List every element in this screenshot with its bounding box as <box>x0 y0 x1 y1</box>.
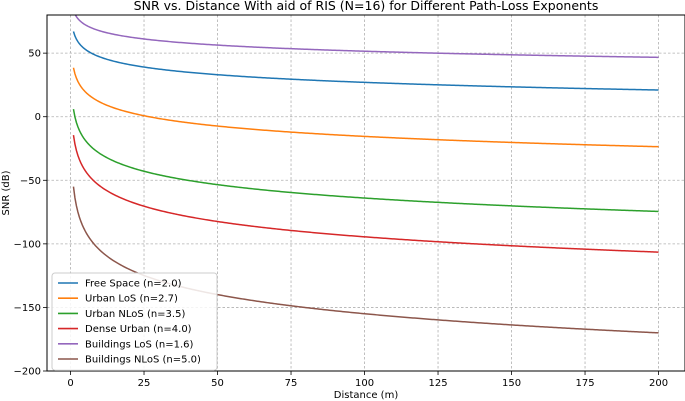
legend-label: Dense Urban (n=4.0) <box>85 324 192 335</box>
y-tick-label: −50 <box>20 176 41 187</box>
chart-title: SNR vs. Distance With aid of RIS (N=16) … <box>134 0 599 13</box>
y-axis-label: SNR (dB) <box>1 170 12 215</box>
y-tick-label: −200 <box>14 367 41 378</box>
series-line <box>72 67 659 148</box>
axis-ticks: 0 25 50 75 100 125 150 175 200 −200 −150 −100 −50 0 50 <box>14 49 669 389</box>
x-tick-label: 200 <box>649 378 668 389</box>
y-tick-label: −100 <box>14 239 41 250</box>
legend-label: Free Space (n=2.0) <box>85 279 182 290</box>
series-line <box>72 108 659 213</box>
y-tick-label: −150 <box>14 303 41 314</box>
legend-label: Buildings NLoS (n=5.0) <box>85 355 201 366</box>
x-axis-label: Distance (m) <box>334 390 399 401</box>
series-line <box>72 31 659 91</box>
legend: Free Space (n=2.0) Urban LoS (n=2.7) Urban… <box>51 272 218 371</box>
y-tick-label: 0 <box>35 112 41 123</box>
series-line <box>72 135 659 253</box>
x-tick-label: 75 <box>285 378 298 389</box>
x-tick-label: 100 <box>355 378 374 389</box>
plot-frame <box>46 14 685 372</box>
x-tick-label: 125 <box>428 378 447 389</box>
x-tick-label: 175 <box>575 378 594 389</box>
legend-label: Urban LoS (n=2.7) <box>85 294 178 305</box>
x-tick-label: 25 <box>138 378 151 389</box>
legend-box <box>51 272 218 371</box>
y-tick-label: 50 <box>28 49 41 60</box>
legend-label: Urban NLoS (n=3.5) <box>85 309 185 320</box>
x-tick-label: 0 <box>67 378 73 389</box>
x-tick-label: 50 <box>211 378 224 389</box>
legend-label: Buildings LoS (n=1.6) <box>85 339 194 350</box>
x-tick-label: 150 <box>502 378 521 389</box>
series-line <box>74 15 659 59</box>
